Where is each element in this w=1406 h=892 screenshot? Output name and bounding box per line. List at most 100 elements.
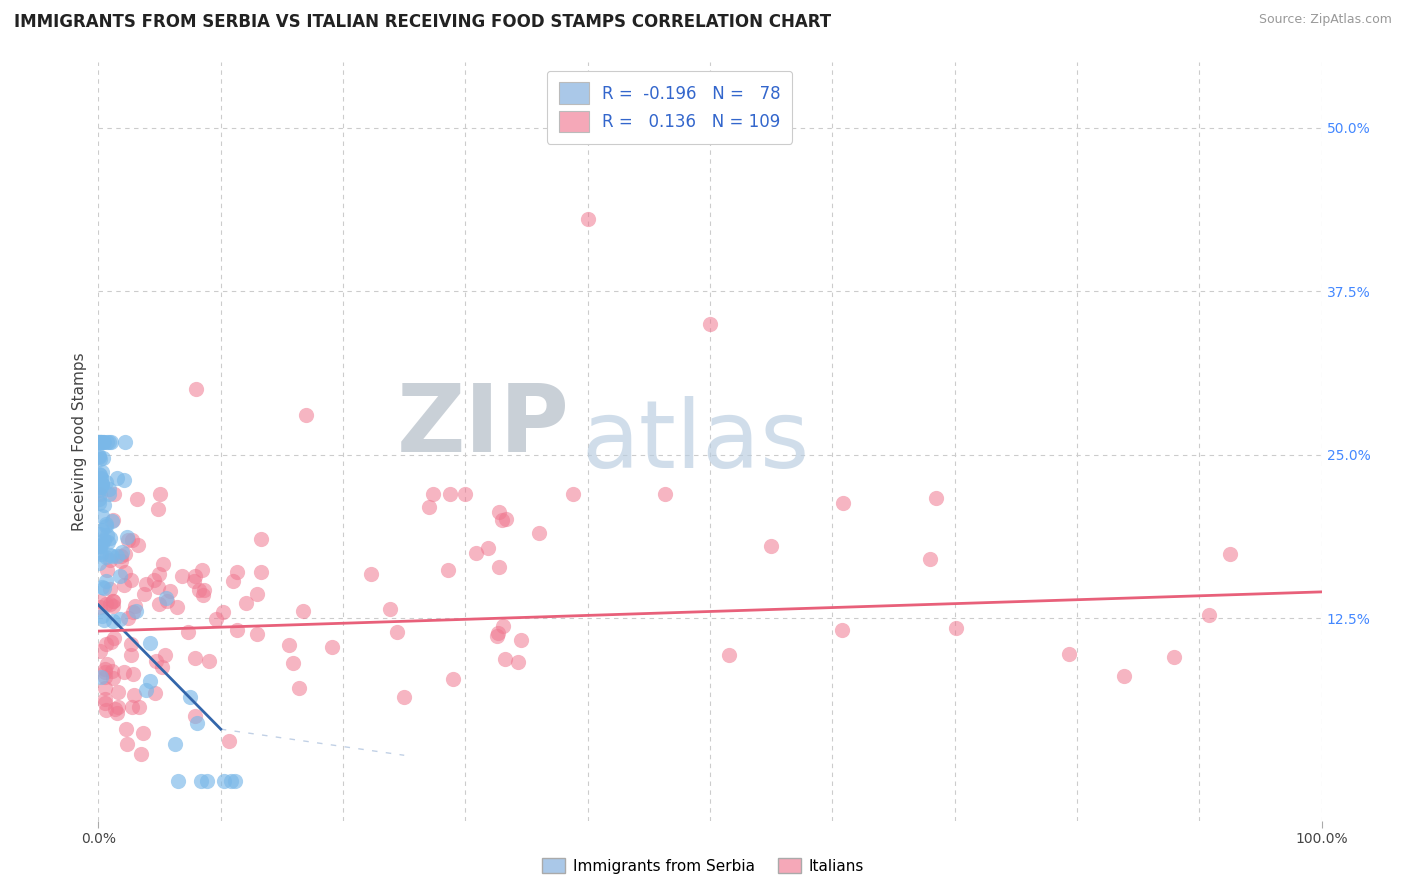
Point (1163, 650, 1185, 665)
Point (90, 434, 112, 449)
Point (167, 774, 190, 789)
Point (129, 747, 152, 761)
Text: atlas: atlas (582, 395, 810, 488)
Point (142, 573, 165, 587)
Point (91, 524, 114, 538)
Point (184, 709, 207, 723)
Point (508, 655, 530, 669)
Point (87, 483, 110, 497)
Point (89, 480, 111, 494)
Text: Source: ZipAtlas.com: Source: ZipAtlas.com (1258, 13, 1392, 27)
Point (103, 487, 125, 501)
Point (93, 670, 115, 684)
Point (132, 587, 155, 601)
Point (527, 526, 550, 541)
Point (218, 734, 240, 748)
Point (191, 563, 214, 577)
Point (186, 382, 208, 396)
Point (246, 587, 269, 601)
Point (94, 597, 117, 611)
Point (91, 537, 114, 551)
Point (699, 317, 721, 331)
Point (115, 722, 138, 736)
Point (110, 549, 132, 564)
Point (149, 487, 172, 501)
Point (90, 480, 112, 494)
Point (93, 533, 115, 548)
Point (156, 594, 179, 608)
Point (761, 539, 783, 553)
Point (121, 699, 143, 714)
Point (89, 600, 111, 615)
Point (100, 635, 122, 649)
Point (492, 619, 515, 633)
Point (112, 473, 135, 487)
Point (87, 467, 110, 481)
Point (135, 682, 157, 697)
Point (114, 434, 136, 449)
Point (103, 631, 125, 645)
Point (246, 627, 269, 641)
Point (87, 450, 110, 465)
Point (186, 715, 208, 730)
Point (128, 699, 150, 714)
Point (360, 567, 382, 582)
Point (93, 692, 115, 706)
Point (87, 449, 110, 463)
Point (295, 409, 318, 423)
Point (226, 565, 249, 579)
Point (120, 574, 142, 588)
Point (91, 509, 114, 524)
Point (153, 648, 176, 662)
Point (120, 648, 142, 662)
Point (97, 482, 120, 496)
Point (509, 633, 531, 648)
Point (1198, 608, 1220, 623)
Point (155, 591, 177, 606)
Point (488, 625, 510, 640)
Point (439, 487, 461, 501)
Point (89, 594, 111, 608)
Point (150, 660, 173, 674)
Point (89, 526, 111, 541)
Point (443, 673, 465, 687)
Point (277, 638, 299, 652)
Point (93, 434, 115, 449)
Point (93, 662, 115, 676)
Text: IMMIGRANTS FROM SERBIA VS ITALIAN RECEIVING FOOD STAMPS CORRELATION CHART: IMMIGRANTS FROM SERBIA VS ITALIAN RECEIV… (14, 13, 831, 31)
Point (148, 566, 170, 581)
Point (105, 549, 128, 563)
Point (93, 498, 115, 512)
Point (101, 599, 124, 614)
Point (385, 624, 408, 639)
Point (122, 605, 145, 619)
Point (146, 502, 169, 516)
Point (91, 581, 114, 595)
Point (96, 516, 118, 531)
Point (121, 667, 143, 681)
Point (100, 532, 122, 546)
Point (90, 434, 112, 449)
Point (96, 549, 118, 564)
Legend: R =  -0.196   N =   78, R =   0.136   N = 109: R = -0.196 N = 78, R = 0.136 N = 109 (547, 70, 793, 144)
Point (188, 583, 211, 598)
Point (190, 774, 212, 789)
Point (125, 492, 148, 507)
Y-axis label: Receiving Food Stamps: Receiving Food Stamps (72, 352, 87, 531)
Point (89, 539, 111, 553)
Point (292, 604, 315, 618)
Point (110, 554, 132, 568)
Point (148, 597, 170, 611)
Point (103, 513, 125, 527)
Point (491, 513, 513, 527)
Point (98, 553, 121, 567)
Point (98, 487, 121, 501)
Point (90, 471, 112, 485)
Point (1219, 548, 1241, 562)
Point (117, 611, 139, 625)
Point (111, 545, 134, 559)
Point (235, 596, 257, 610)
Point (87, 495, 110, 509)
Text: ZIP: ZIP (396, 380, 569, 473)
Point (98, 597, 121, 611)
